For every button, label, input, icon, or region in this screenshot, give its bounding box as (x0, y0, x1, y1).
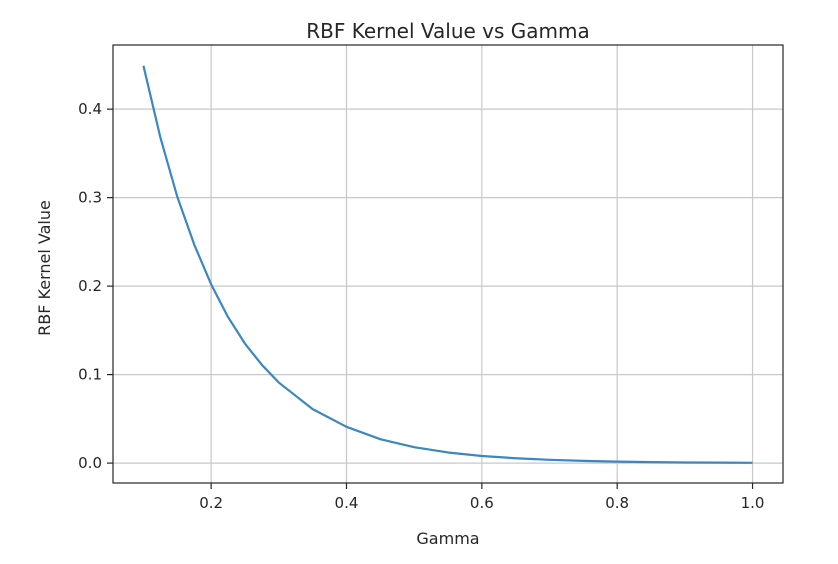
x-tick-label: 1.0 (741, 494, 765, 512)
y-tick-label: 0.0 (78, 454, 102, 472)
series-layer (142, 65, 753, 464)
y-axis-label: RBF Kernel Value (35, 200, 54, 336)
y-tick-label: 0.3 (78, 189, 102, 207)
grid-layer (113, 45, 783, 483)
ticks-layer: 0.2 0.4 0.6 0.8 1.0 0.0 0.1 0.2 0.3 0.4 (78, 100, 764, 512)
x-tick-label: 0.6 (470, 494, 494, 512)
y-tick-label: 0.2 (78, 277, 102, 295)
x-tick-label: 0.2 (199, 494, 223, 512)
plot-frame (112, 44, 784, 484)
x-tick-label: 0.8 (605, 494, 629, 512)
x-axis-label: Gamma (416, 529, 479, 548)
chart-title: RBF Kernel Value vs Gamma (306, 19, 590, 43)
x-tick-label: 0.4 (335, 494, 359, 512)
series-line (142, 65, 753, 464)
y-tick-label: 0.4 (78, 100, 102, 118)
y-tick-label: 0.1 (78, 366, 102, 384)
